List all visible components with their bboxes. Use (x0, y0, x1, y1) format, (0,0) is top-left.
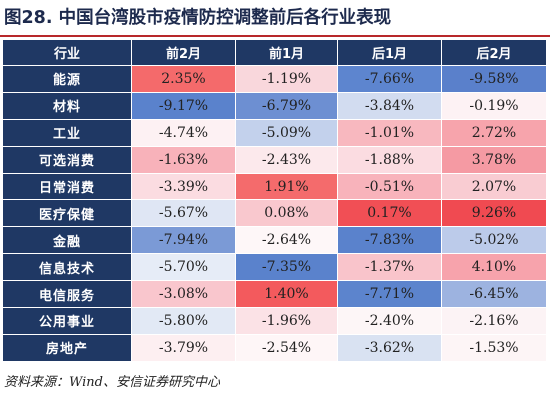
header-period-4: 后2月 (442, 40, 547, 66)
industry-performance-table: 行业 前2月 前1月 后1月 后2月能源 2.35% -1.19% -7.66% -9.58% 材… (3, 40, 547, 362)
value-cell: -6.79% (236, 92, 338, 120)
value-cell: 0.17% (338, 200, 442, 228)
value-cell: 3.78% (442, 146, 547, 174)
value-cell: -2.16% (442, 308, 547, 335)
value-cell: -5.09% (236, 119, 338, 147)
value-cell: -3.39% (132, 173, 236, 201)
value-cell: -1.63% (132, 146, 236, 174)
value-cell: -3.84% (338, 92, 442, 120)
header-period-3: 后1月 (338, 40, 442, 66)
value-cell: -1.53% (442, 334, 547, 362)
value-cell: 2.07% (442, 173, 547, 201)
value-cell: 4.10% (442, 254, 547, 282)
value-cell: -3.79% (132, 334, 236, 362)
value-cell: -7.94% (132, 227, 236, 255)
value-cell: -3.62% (338, 334, 442, 362)
value-cell: -7.35% (236, 254, 338, 282)
row-industry-label: 工业 (3, 119, 132, 147)
row-industry-label: 材料 (3, 92, 132, 120)
value-cell: -2.40% (338, 308, 442, 335)
row-industry-label: 信息技术 (3, 254, 132, 282)
value-cell: -6.45% (442, 281, 547, 309)
value-cell: 2.35% (132, 66, 236, 93)
source-note: 资料来源：Wind、安信证券研究中心 (4, 375, 220, 390)
row-industry-label: 可选消费 (3, 146, 132, 174)
value-cell: -7.83% (338, 227, 442, 255)
value-cell: 9.26% (442, 200, 547, 228)
value-cell: -7.71% (338, 281, 442, 309)
value-cell: -7.66% (338, 66, 442, 93)
value-cell: -5.80% (132, 308, 236, 335)
value-cell: -1.96% (236, 308, 338, 335)
value-cell: -4.74% (132, 119, 236, 147)
row-industry-label: 医疗保健 (3, 200, 132, 228)
value-cell: -2.54% (236, 334, 338, 362)
value-cell: 0.08% (236, 200, 338, 228)
title-divider (0, 35, 550, 37)
row-industry-label: 房地产 (3, 334, 132, 362)
row-industry-label: 金融 (3, 227, 132, 255)
value-cell: -2.64% (236, 227, 338, 255)
figure-title: 图28. 中国台湾股市疫情防控调整前后各行业表现 (4, 8, 392, 28)
value-cell: -1.37% (338, 254, 442, 282)
header-period-2: 前1月 (236, 40, 338, 66)
header-period-1: 前2月 (132, 40, 236, 66)
value-cell: 1.91% (236, 173, 338, 201)
value-cell: 2.72% (442, 119, 547, 147)
value-cell: -3.08% (132, 281, 236, 309)
value-cell: -2.43% (236, 146, 338, 174)
value-cell: -1.19% (236, 66, 338, 93)
value-cell: -0.19% (442, 92, 547, 120)
row-industry-label: 公用事业 (3, 308, 132, 335)
value-cell: -1.88% (338, 146, 442, 174)
value-cell: -1.01% (338, 119, 442, 147)
row-industry-label: 能源 (3, 66, 132, 93)
row-industry-label: 电信服务 (3, 281, 132, 309)
value-cell: -9.58% (442, 66, 547, 93)
value-cell: 1.40% (236, 281, 338, 309)
value-cell: -5.02% (442, 227, 547, 255)
value-cell: -0.51% (338, 173, 442, 201)
value-cell: -5.67% (132, 200, 236, 228)
value-cell: -9.17% (132, 92, 236, 120)
header-industry: 行业 (3, 40, 132, 66)
row-industry-label: 日常消费 (3, 173, 132, 201)
value-cell: -5.70% (132, 254, 236, 282)
